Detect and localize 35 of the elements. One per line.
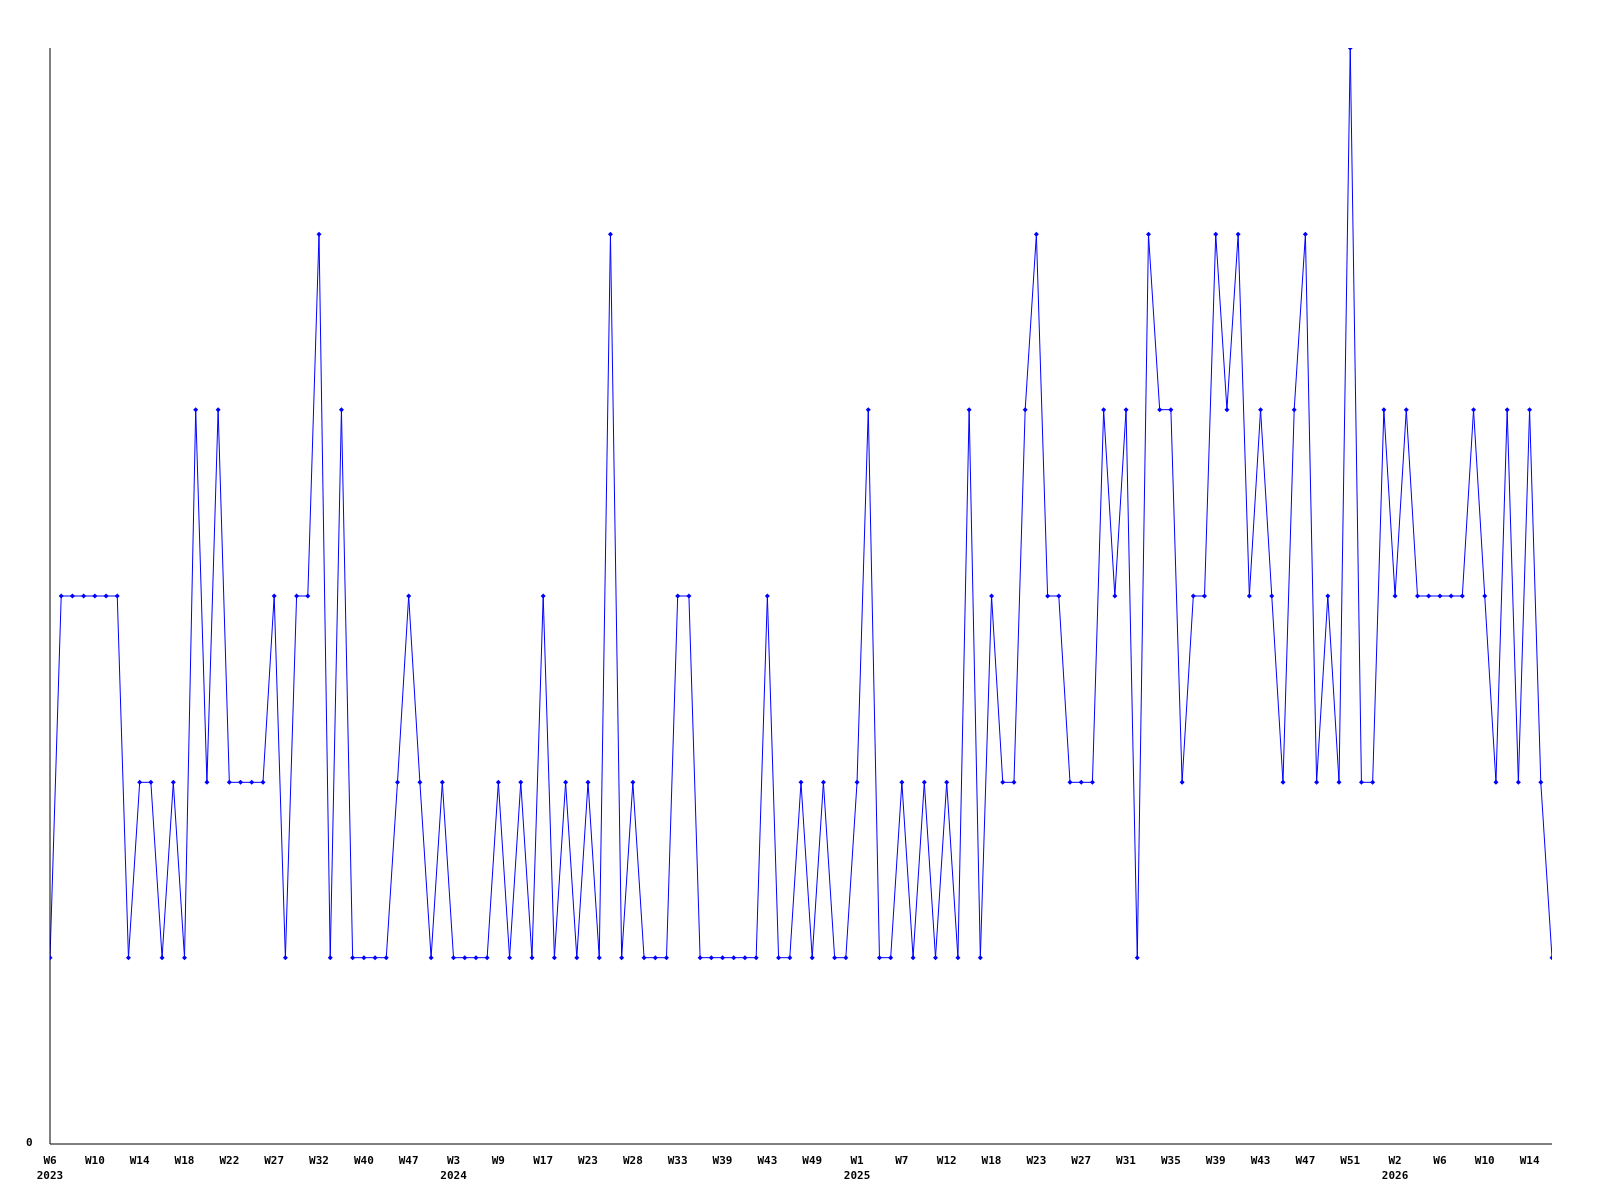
x-tick-label: W17 (533, 1154, 554, 1167)
x-tick-label: W6 2023 (36, 1154, 64, 1182)
x-tick-label: W22 (219, 1154, 240, 1167)
x-tick-label: W14 (129, 1154, 150, 1167)
text: 0 (26, 1136, 33, 1149)
x-tick-label: W39 (1205, 1154, 1226, 1167)
x-tick-label: W23 (1026, 1154, 1047, 1167)
x-tick-label: W2 2026 (1381, 1154, 1409, 1182)
x-tick-label: W43 (757, 1154, 778, 1167)
x-tick-label: W23 (578, 1154, 598, 1167)
x-tick-label: W35 (1160, 1154, 1181, 1167)
x-tick-label: W10 (1474, 1154, 1495, 1167)
x-tick-label: W3 2024 (440, 1154, 468, 1182)
x-tick-label: W1 2025 (843, 1154, 871, 1182)
x-tick-label: W6 (1433, 1154, 1447, 1167)
x-tick-label: W43 (1250, 1154, 1271, 1167)
x-tick-label: W47 (398, 1154, 419, 1167)
x-tick-label: W28 (622, 1154, 643, 1167)
x-tick-label: W40 (353, 1154, 374, 1167)
x-tick-label: W47 (1295, 1154, 1316, 1167)
x-tick-label: W27 (1071, 1154, 1092, 1167)
x-tick-label: W31 (1116, 1154, 1137, 1167)
x-tick-label: W39 (712, 1154, 733, 1167)
x-tick-label: W27 (264, 1154, 285, 1167)
x-tick-label: W9 (491, 1154, 505, 1167)
x-tick-label: W12 (936, 1154, 957, 1167)
x-tick-label: W32 (309, 1154, 329, 1167)
x-tick-label: W10 (84, 1154, 105, 1167)
x-tick-label: W7 (895, 1154, 909, 1167)
x-tick-label: W18 (174, 1154, 195, 1167)
x-tick-label: W33 (667, 1154, 688, 1167)
x-tick-label: W14 (1519, 1154, 1540, 1167)
x-tick-label: W51 (1340, 1154, 1361, 1167)
x-tick-label: W49 (802, 1154, 823, 1167)
x-tick-label: W18 (981, 1154, 1002, 1167)
